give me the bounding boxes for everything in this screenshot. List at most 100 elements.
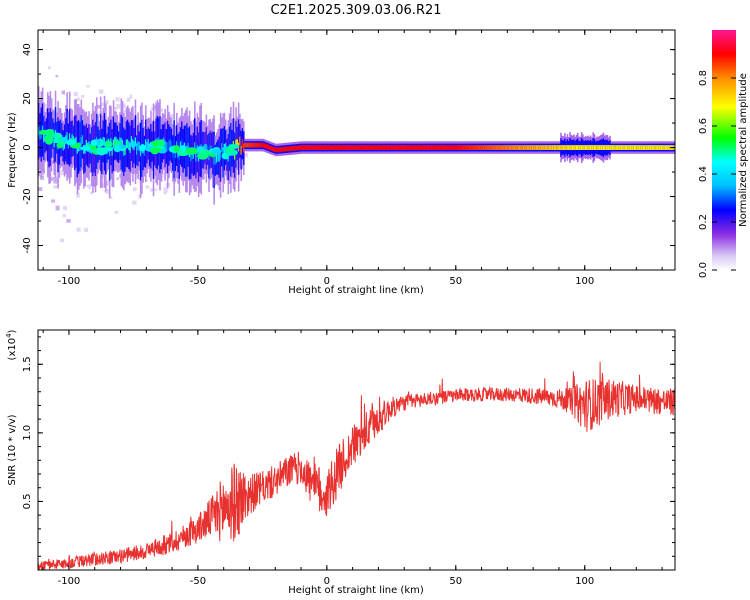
spectrogram-core — [665, 145, 668, 150]
spectrogram-core — [350, 145, 352, 150]
spectrogram-core — [645, 145, 647, 150]
spectrogram-core — [651, 145, 654, 150]
spectrogram-core — [391, 145, 393, 150]
spectrogram-core — [580, 145, 583, 150]
spectrogram-core — [420, 145, 423, 150]
colorbar-tick-label: 0.8 — [698, 70, 709, 86]
spectrogram-core — [53, 138, 56, 148]
spectrogram-core — [388, 145, 391, 150]
spectrogram-core — [611, 145, 614, 150]
spectrogram-core — [557, 145, 560, 150]
colorbar-tick-label: 0.6 — [698, 118, 709, 134]
spectrogram-speckle — [113, 106, 118, 111]
spectrogram-core — [592, 145, 595, 150]
spectrogram-core — [172, 148, 174, 158]
spectrogram-core — [359, 145, 361, 150]
spectrogram-speckle — [89, 191, 93, 195]
spectrogram-speckle — [123, 103, 126, 109]
spectrogram-core — [174, 149, 177, 158]
spectrogram-core — [283, 146, 285, 152]
spectrogram-core — [166, 142, 169, 152]
spectrogram-core — [374, 145, 377, 150]
spectrogram-blob — [44, 129, 55, 137]
y-tick-label: 0.5 — [22, 493, 33, 509]
snr-y-axis-label: SNR (10 * v/v) — [7, 414, 18, 485]
spectrogram-core — [459, 145, 462, 150]
spectrogram-core — [668, 145, 671, 150]
spectrogram-core — [213, 155, 215, 165]
spectrogram-core — [80, 136, 83, 146]
spectrogram-core — [531, 145, 534, 150]
spectrogram-core — [631, 145, 633, 150]
spectrogram-core — [259, 142, 262, 148]
spectrogram-core — [439, 145, 441, 150]
spectrogram-core — [136, 145, 138, 155]
snr-scale-suffix: ) — [7, 329, 18, 333]
spectrogram-core — [614, 145, 616, 150]
spectrogram-core — [383, 145, 386, 150]
spectrogram-core — [405, 145, 408, 150]
spectrogram-core — [395, 145, 397, 150]
x-tick-label: 0 — [324, 276, 330, 287]
spectrogram-core — [298, 145, 301, 151]
spectrogram-speckle — [116, 177, 119, 180]
spectrogram-core — [392, 145, 395, 150]
spectrogram-core — [540, 145, 543, 150]
spectrogram-speckle — [132, 200, 137, 205]
spectrogram-core — [539, 145, 542, 150]
spectrogram-speckle — [150, 107, 155, 111]
spectrogram-core — [147, 139, 150, 148]
spectrogram-core — [366, 145, 369, 150]
spectrogram-core — [564, 145, 566, 150]
spectrogram-core — [571, 145, 574, 150]
spectrogram-core — [538, 145, 540, 150]
spectrogram-blob — [128, 142, 138, 147]
spectrogram-core — [512, 145, 515, 150]
spectrogram-blob — [80, 146, 91, 151]
spectrogram-core — [498, 145, 500, 150]
spectrogram-blob — [180, 145, 187, 151]
spectrogram-core — [534, 145, 536, 150]
spectrogram-core — [297, 145, 299, 151]
spectrogram-core — [379, 145, 382, 150]
spectrogram-core — [356, 145, 359, 150]
spectrogram-speckle — [101, 102, 105, 107]
spectrogram-core — [637, 145, 640, 150]
spectrogram-core — [530, 145, 533, 150]
spectrogram-core — [315, 145, 317, 150]
spectrogram-core — [610, 145, 613, 150]
spectrogram-core — [334, 145, 337, 150]
spectrogram-core — [446, 145, 449, 150]
spectrogram-core — [306, 145, 308, 150]
spectrogram-core — [654, 145, 656, 150]
spectrogram-core — [584, 145, 587, 150]
spectrogram-core — [169, 139, 172, 149]
spectrogram-core — [284, 146, 286, 152]
spectrogram-core — [59, 133, 62, 143]
spectrogram-core — [561, 145, 564, 150]
spectrogram-core — [618, 145, 620, 150]
spectrogram-speckle — [115, 97, 120, 102]
spectrogram-speckle — [76, 227, 81, 232]
spectrogram-core — [137, 141, 139, 150]
spectrogram-core — [595, 145, 597, 150]
spectrogram-speckle — [138, 194, 142, 199]
spectrogram-core — [75, 136, 77, 146]
spectrogram-speckle — [55, 75, 59, 78]
spectrogram-core — [457, 145, 459, 150]
spectrogram-blob — [198, 149, 211, 156]
spectrogram-core — [588, 145, 591, 150]
spectrogram-core — [499, 145, 502, 150]
spectrogram-core — [489, 145, 491, 150]
spectrogram-panel: -100 -50 0 50 100 -40 -20 0 20 40 Height of stra… — [7, 29, 676, 296]
x-tick-label: -100 — [58, 576, 81, 587]
spectrogram-core — [458, 145, 460, 150]
spectrogram-core — [195, 152, 197, 162]
spectrogram-speckle — [50, 177, 54, 181]
spectrogram-core — [518, 145, 521, 150]
spectrogram-core — [578, 145, 580, 150]
spectrogram-speckle — [38, 172, 42, 176]
spectrogram-core — [509, 145, 512, 150]
spectrogram-core — [319, 145, 321, 150]
spectrogram-core — [475, 145, 477, 150]
